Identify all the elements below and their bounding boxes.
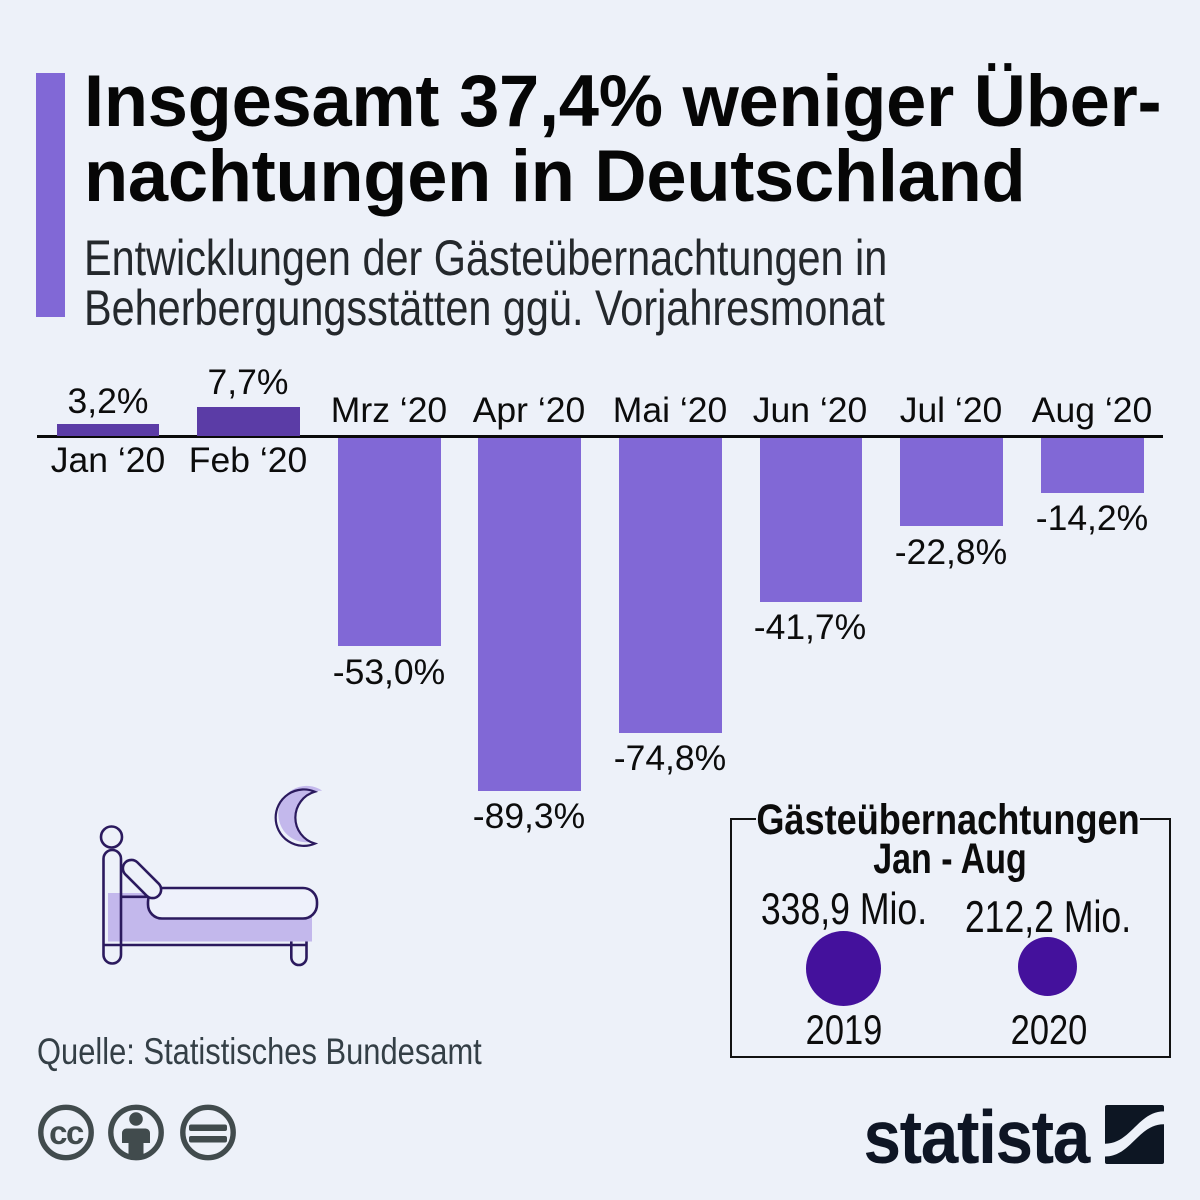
svg-text:cc: cc xyxy=(49,1114,84,1151)
